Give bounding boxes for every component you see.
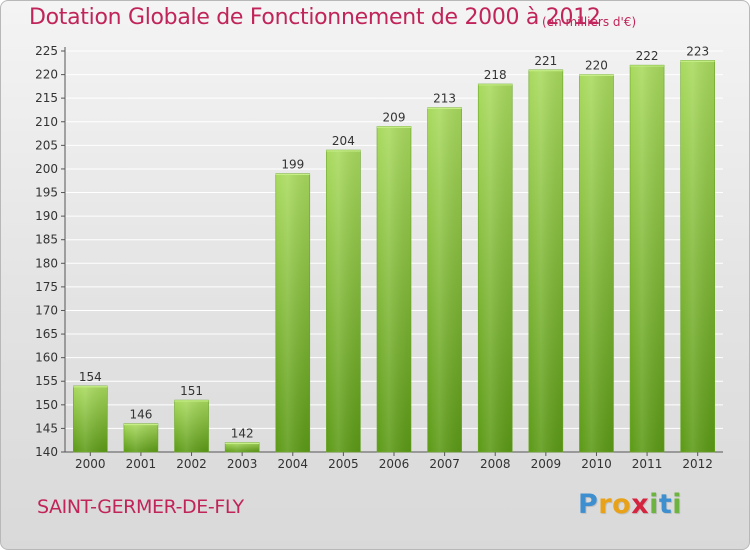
- y-tick-label: 175: [35, 280, 58, 294]
- y-tick-label: 200: [35, 162, 58, 176]
- x-tick-label: 2003: [227, 457, 258, 471]
- data-label: 222: [636, 49, 659, 63]
- logo-letter: P: [578, 489, 599, 520]
- y-tick-label: 145: [35, 421, 58, 435]
- logo-letter: x: [631, 489, 650, 520]
- bar-shine: [326, 150, 361, 452]
- x-tick-label: 2004: [277, 457, 308, 471]
- x-tick-label: 2011: [632, 457, 663, 471]
- data-labels: 154 146 151 142 199 204 209 213 218 221 220 222 223: [79, 44, 709, 440]
- y-tick-label: 160: [35, 351, 58, 365]
- x-tick-label: 2010: [581, 457, 612, 471]
- y-tick-label: 180: [35, 256, 58, 270]
- data-label: 209: [383, 110, 406, 124]
- bar-shine: [73, 385, 108, 452]
- y-tick-label: 165: [35, 327, 58, 341]
- chart-subtitle: (en milliers d'€): [542, 15, 637, 29]
- proxiti-logo: Proxiti: [578, 489, 682, 520]
- bar-shine: [427, 107, 462, 453]
- y-tick-label: 225: [35, 44, 58, 58]
- y-tick-label: 205: [35, 138, 58, 152]
- data-label: 199: [281, 158, 304, 172]
- bar-shine: [377, 126, 411, 452]
- data-label: 218: [484, 68, 507, 82]
- data-label: 154: [79, 370, 102, 384]
- chart-title: Dotation Globale de Fonctionnement de 20…: [29, 5, 601, 30]
- commune-name: SAINT-GERMER-DE-FLY: [37, 496, 244, 518]
- bar-shine: [174, 400, 209, 452]
- y-tick-label: 185: [35, 233, 58, 247]
- x-tick-label: 2009: [531, 457, 562, 471]
- y-tick-label: 215: [35, 91, 58, 105]
- y-tick-label: 220: [35, 68, 58, 82]
- x-tick-label: 2007: [429, 457, 460, 471]
- x-tick-label: 2012: [682, 457, 713, 471]
- x-tick-label: 2000: [75, 457, 106, 471]
- data-label: 204: [332, 134, 355, 148]
- y-tick-label: 210: [35, 115, 58, 129]
- x-tick-label: 2005: [328, 457, 359, 471]
- bar-shine: [630, 65, 665, 452]
- y-tick-label: 190: [35, 209, 58, 223]
- logo-letter: r: [598, 489, 613, 520]
- data-label: 221: [534, 54, 557, 68]
- bar-shine: [225, 442, 260, 452]
- data-label: 223: [686, 44, 709, 58]
- data-label: 146: [129, 408, 152, 422]
- x-tick-label: 2006: [379, 457, 410, 471]
- data-label: 220: [585, 59, 608, 73]
- logo-letter: o: [612, 489, 632, 520]
- y-tick-labels: 140 145 150 155 160 165 170 175 180 185 190 195 200 2…: [35, 44, 58, 459]
- bar-shine: [528, 69, 563, 452]
- logo-letter: i: [649, 489, 659, 520]
- bar-shine: [579, 74, 614, 453]
- y-tick-label: 155: [35, 374, 58, 388]
- data-label: 142: [231, 427, 254, 441]
- bar-shine: [478, 84, 513, 452]
- y-tick-label: 195: [35, 186, 58, 200]
- y-tick-label: 170: [35, 303, 58, 317]
- bar-shine: [680, 60, 715, 452]
- data-label: 213: [433, 92, 456, 106]
- x-tick-label: 2001: [126, 457, 157, 471]
- logo-letter: i: [672, 489, 683, 520]
- bar-shine: [275, 173, 310, 453]
- x-tick-labels: 2000 2001 2002 2003 2004 2005 2006 2007 2008 2009…: [75, 457, 713, 471]
- bar-shine: [123, 423, 158, 452]
- y-tick-label: 150: [35, 398, 58, 412]
- bars: [73, 60, 715, 453]
- x-tick-label: 2002: [176, 457, 207, 471]
- data-label: 151: [180, 384, 203, 398]
- y-tick-label: 140: [35, 445, 58, 459]
- logo-letter: t: [658, 489, 673, 520]
- x-tick-label: 2008: [480, 457, 511, 471]
